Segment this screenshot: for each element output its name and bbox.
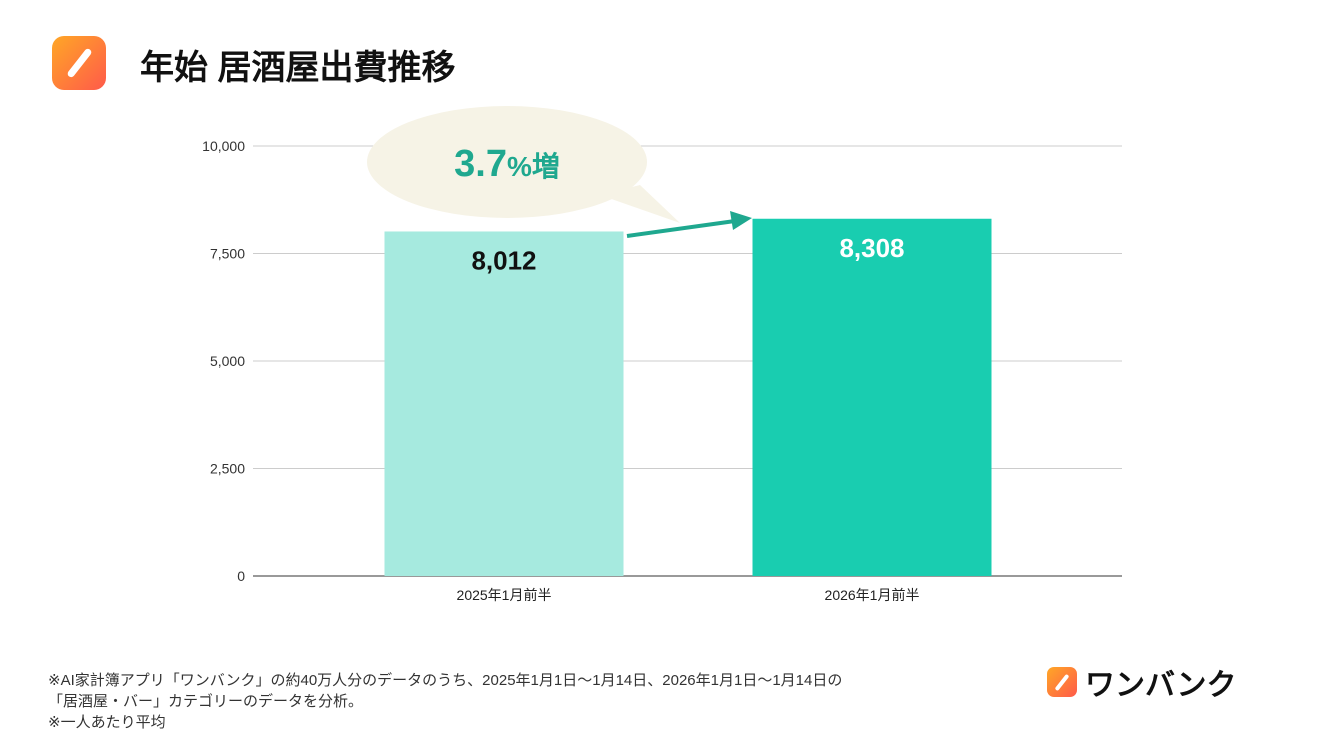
- x-tick-label: 2026年1月前半: [825, 587, 920, 603]
- bar-value-label: 8,308: [839, 233, 904, 263]
- y-tick-label: 7,500: [210, 246, 245, 262]
- y-tick-label: 0: [237, 568, 245, 584]
- growth-annotation: 3.7%増: [454, 143, 560, 185]
- wanbank-logo-icon: [52, 36, 106, 90]
- speech-bubble: [367, 106, 647, 218]
- brand-logo-icon: [1047, 667, 1077, 697]
- growth-unit: %増: [507, 151, 560, 182]
- y-tick-label: 10,000: [202, 138, 245, 154]
- page-title: 年始 居酒屋出費推移: [140, 49, 456, 87]
- arrow-line: [626, 219, 736, 238]
- footnote-line: 「居酒屋・バー」カテゴリーのデータを分析。: [48, 693, 364, 710]
- brand-logo: ワンバンク: [1047, 660, 1237, 704]
- y-tick-label: 2,500: [210, 461, 245, 477]
- bar-value-label: 8,012: [471, 245, 536, 275]
- bar: [384, 231, 624, 576]
- y-tick-label: 5,000: [210, 353, 245, 369]
- growth-value: 3.7: [454, 143, 507, 185]
- footnote-line: ※一人あたり平均: [48, 714, 166, 731]
- brand-name: ワンバンク: [1085, 669, 1237, 702]
- bar: [752, 218, 992, 577]
- x-tick-label: 2025年1月前半: [457, 587, 552, 603]
- footnote: ※AI家計簿アプリ「ワンバンク」の約40万人分のデータのうち、2025年1月1日…: [48, 670, 842, 733]
- arrow-head-icon: [730, 211, 752, 230]
- footnote-line: ※AI家計簿アプリ「ワンバンク」の約40万人分のデータのうち、2025年1月1日…: [48, 672, 843, 689]
